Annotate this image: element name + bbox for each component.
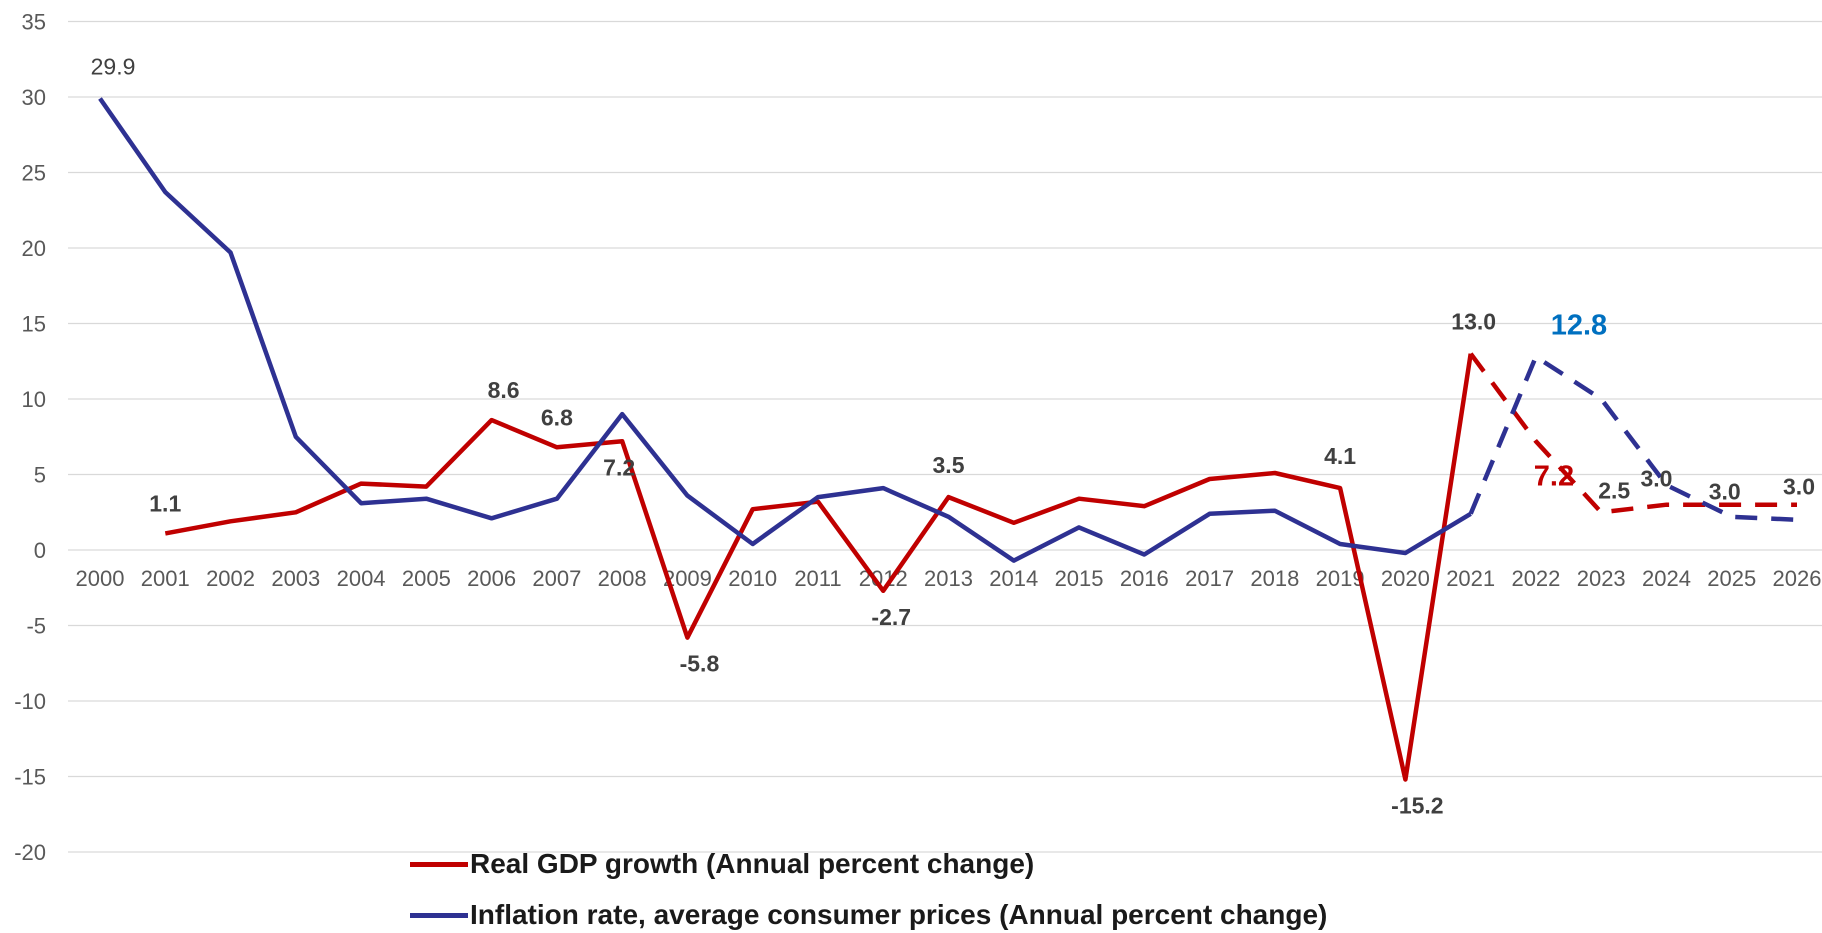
y-tick-label: 30 bbox=[22, 85, 46, 110]
data-label: -2.7 bbox=[871, 604, 911, 630]
data-label: 3.5 bbox=[933, 452, 965, 478]
x-tick-label: 2006 bbox=[467, 566, 516, 591]
x-tick-label: 2025 bbox=[1707, 566, 1756, 591]
x-tick-label: 2015 bbox=[1055, 566, 1104, 591]
x-tick-label: 2011 bbox=[794, 566, 841, 591]
x-tick-label: 2005 bbox=[402, 566, 451, 591]
data-label: -5.8 bbox=[680, 651, 720, 677]
data-label: 2.5 bbox=[1598, 477, 1630, 503]
x-tick-label: 2007 bbox=[532, 566, 581, 591]
x-tick-label: 2024 bbox=[1642, 566, 1691, 591]
data-label: 1.1 bbox=[149, 490, 181, 516]
inflation-legend-label: Inflation rate, average consumer prices … bbox=[470, 899, 1328, 930]
x-tick-label: 2002 bbox=[206, 566, 255, 591]
y-tick-label: 10 bbox=[22, 387, 46, 412]
x-tick-label: 2023 bbox=[1577, 566, 1626, 591]
x-tick-label: 2017 bbox=[1185, 566, 1234, 591]
x-tick-label: 2014 bbox=[989, 566, 1038, 591]
y-tick-label: 15 bbox=[22, 312, 46, 337]
x-tick-label: 2013 bbox=[924, 566, 973, 591]
gdp-line-projected bbox=[1468, 352, 1797, 515]
x-tick-label: 2001 bbox=[141, 566, 190, 591]
y-tick-label: 25 bbox=[22, 161, 46, 186]
data-label: 12.8 bbox=[1551, 310, 1607, 342]
data-label: 3.0 bbox=[1783, 474, 1815, 500]
y-tick-label: 35 bbox=[22, 10, 46, 35]
x-tick-label: 2020 bbox=[1381, 566, 1430, 591]
gdp-line-actual bbox=[164, 353, 1473, 782]
data-label: 8.6 bbox=[488, 377, 520, 403]
y-tick-label: -20 bbox=[14, 840, 46, 865]
x-tick-label: 2010 bbox=[728, 566, 777, 591]
y-tick-label: 20 bbox=[22, 236, 46, 261]
x-tick-label: 2021 bbox=[1446, 566, 1495, 591]
x-tick-label: 2022 bbox=[1511, 566, 1560, 591]
gdp-legend-swatch bbox=[410, 861, 468, 867]
data-label: 7.2 bbox=[1534, 460, 1574, 492]
data-label: 7.2 bbox=[603, 454, 635, 480]
inflation-legend-swatch bbox=[410, 912, 468, 918]
x-tick-label: 2003 bbox=[271, 566, 320, 591]
gdp-legend-label: Real GDP growth (Annual percent change) bbox=[470, 848, 1035, 879]
x-axis-ticks: 2000 2001 2002 2003 2004 2005 2006 2007 2008 2009… bbox=[76, 566, 1822, 591]
gridlines bbox=[68, 20, 1822, 853]
data-label: 29.9 bbox=[91, 54, 136, 80]
x-tick-label: 2016 bbox=[1120, 566, 1169, 591]
y-tick-label: 5 bbox=[34, 463, 46, 488]
data-labels: 29.9 1.1 8.6 6.8 7.2 -5.8 -2.7 3.5 4.1 -15.2 13.0 1… bbox=[91, 54, 1815, 819]
inflation-line-actual bbox=[98, 97, 1472, 563]
data-label: 13.0 bbox=[1451, 309, 1496, 335]
y-tick-label: -15 bbox=[14, 765, 46, 790]
inflation-line-projected bbox=[1468, 353, 1798, 523]
y-tick-label: 0 bbox=[34, 538, 46, 563]
series-lines bbox=[98, 97, 1798, 782]
legend-item-gdp: Real GDP growth (Annual percent change) bbox=[410, 848, 1034, 880]
x-tick-label: 2008 bbox=[598, 566, 647, 591]
data-label: 6.8 bbox=[541, 404, 573, 430]
data-label: 3.0 bbox=[1709, 479, 1741, 505]
data-label: -15.2 bbox=[1391, 793, 1443, 819]
x-tick-label: 2018 bbox=[1250, 566, 1299, 591]
y-axis-ticks: -20 -15 -10 -5 0 5 10 15 20 25 30 35 bbox=[14, 10, 46, 866]
legend-item-inflation: Inflation rate, average consumer prices … bbox=[410, 899, 1327, 931]
data-label: 3.0 bbox=[1640, 466, 1672, 492]
x-tick-label: 2000 bbox=[76, 566, 125, 591]
y-tick-label: -10 bbox=[14, 689, 46, 714]
x-tick-label: 2004 bbox=[337, 566, 386, 591]
data-label: 4.1 bbox=[1324, 443, 1356, 469]
x-tick-label: 2026 bbox=[1773, 566, 1822, 591]
y-tick-label: -5 bbox=[26, 614, 46, 639]
